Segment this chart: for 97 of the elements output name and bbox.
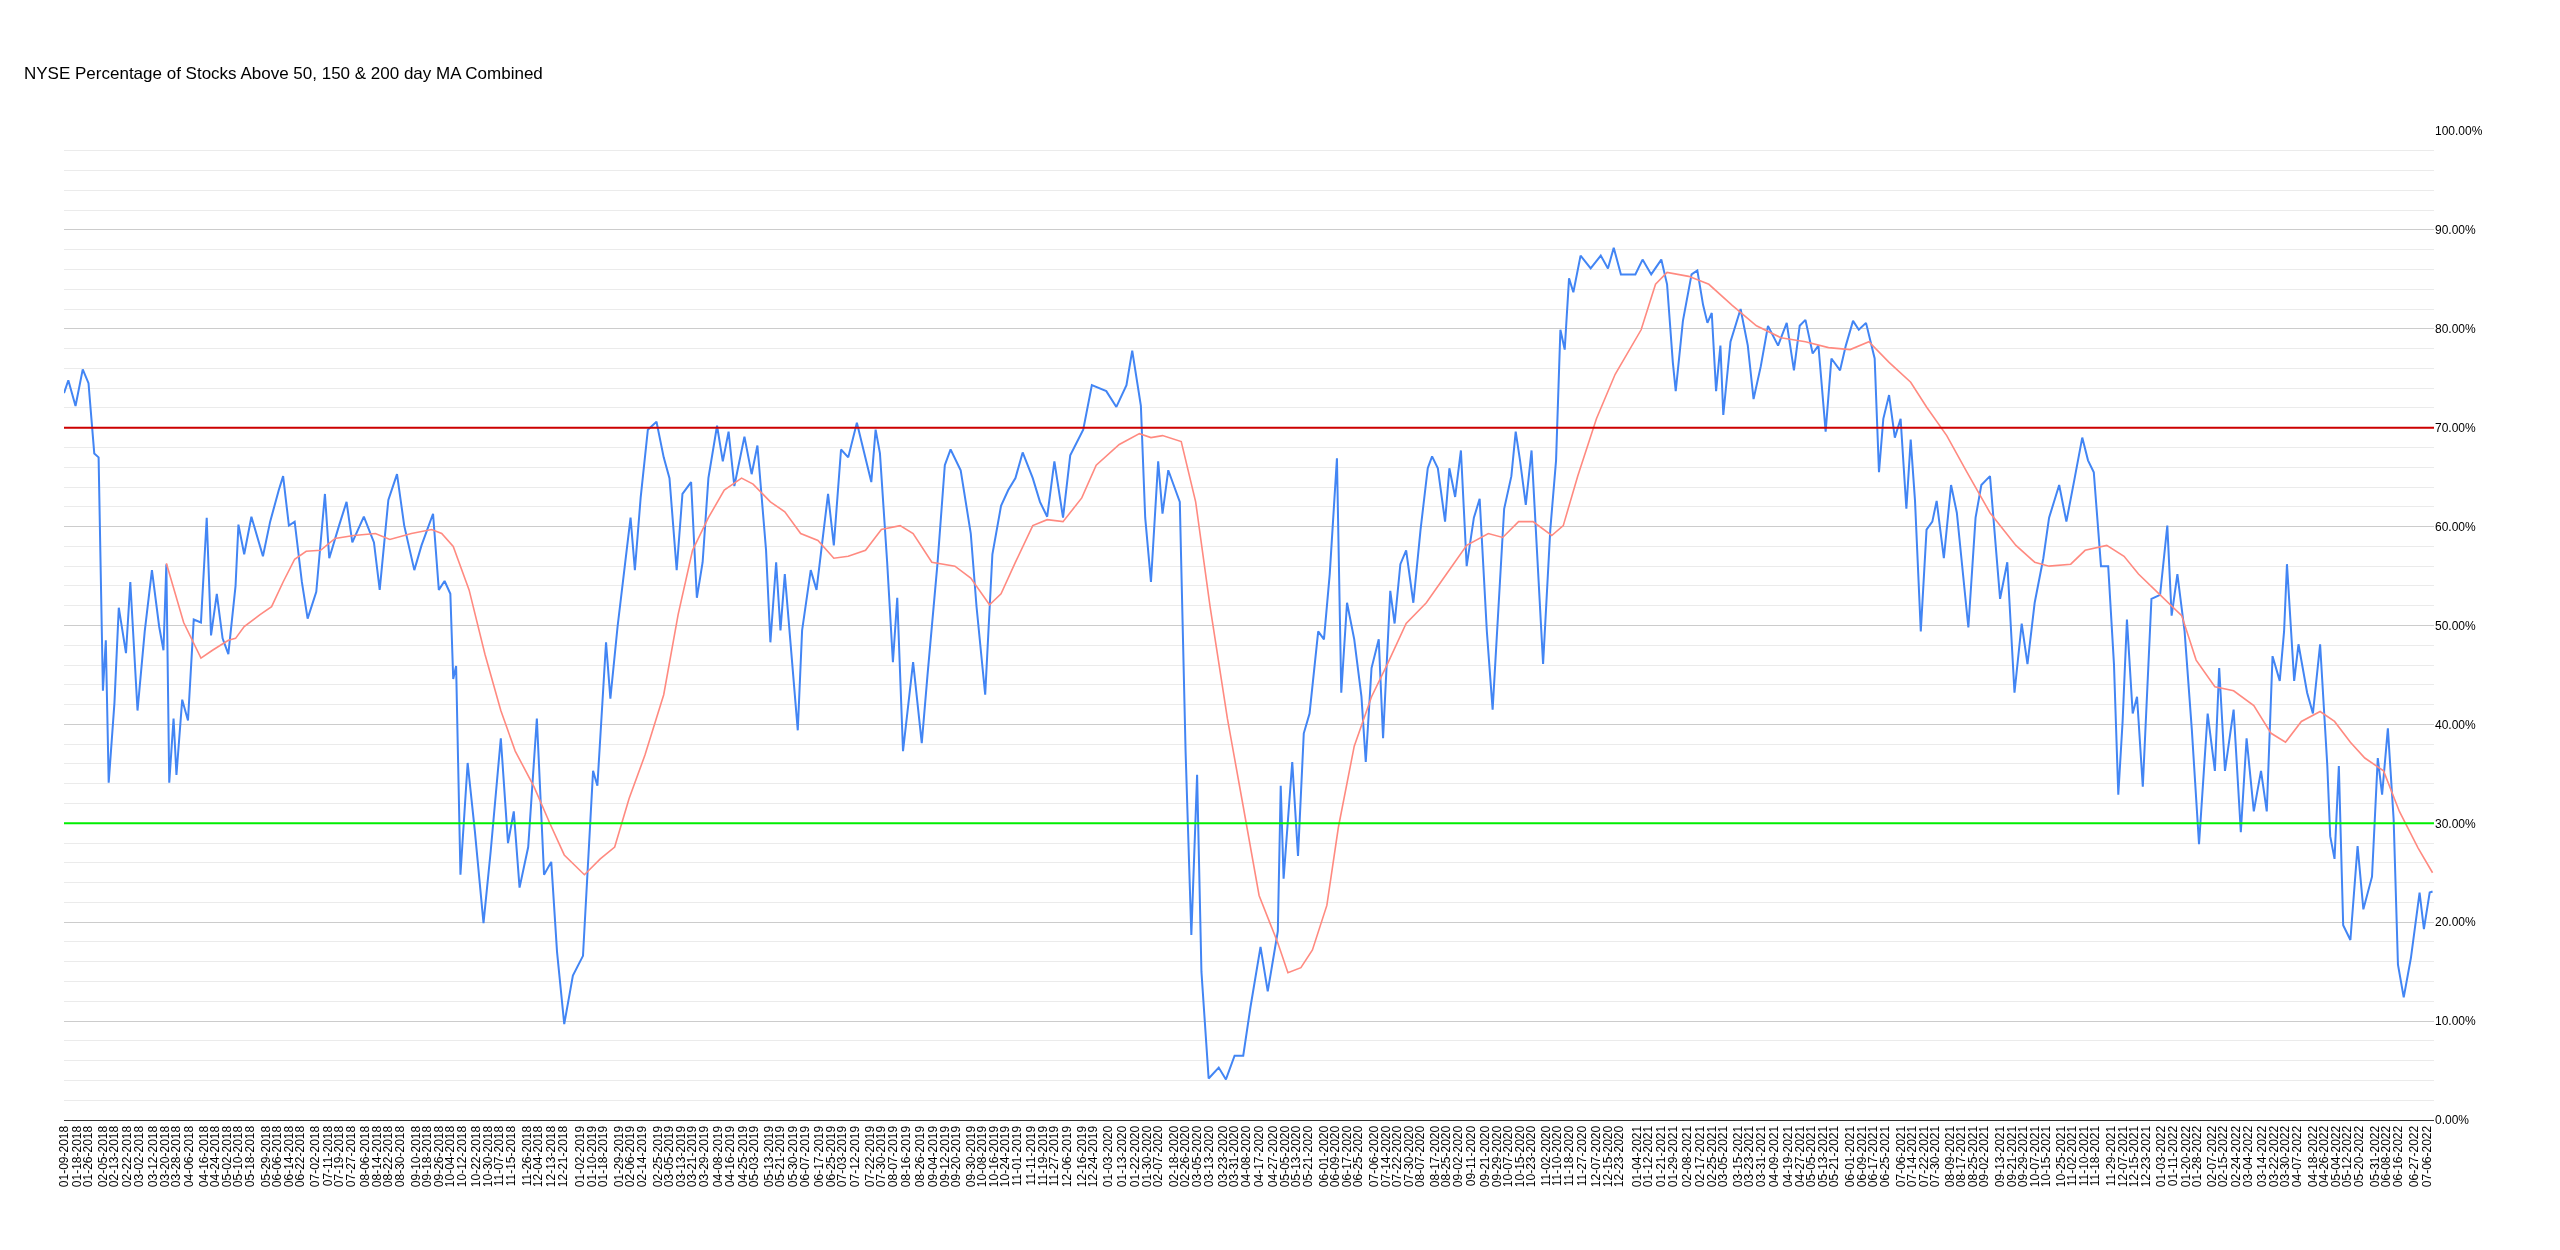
x-tick-label: 03-28-2018 [169,1125,184,1188]
x-tick-label: 07-02-2018 [307,1125,322,1188]
y-tick-label: 90.00% [2435,223,2477,238]
x-tick-label: 02-07-2020 [1151,1125,1166,1188]
x-tick-label: 04-17-2020 [1251,1125,1266,1188]
x-tick-label: 07-22-2019 [862,1125,877,1188]
x-tick-label: 01-12-2021 [1641,1125,1656,1188]
x-tick-label: 11-27-2020 [1574,1125,1589,1187]
x-tick-label: 01-28-2022 [2190,1125,2205,1188]
x-tick-label: 10-25-2021 [2053,1125,2068,1188]
x-tick-label: 12-24-2019 [1086,1125,1101,1188]
x-tick-label: 01-18-2018 [69,1125,84,1188]
y-tick-label: 70.00% [2435,420,2477,435]
x-tick-label: 07-03-2019 [835,1125,850,1188]
x-tick-label: 11-02-2020 [1538,1125,1553,1187]
x-tick-label: 08-16-2019 [898,1125,913,1188]
x-tick-label: 01-26-2018 [81,1125,96,1188]
x-tick-label: 02-07-2022 [2204,1125,2219,1188]
x-tick-label: 02-25-2019 [650,1125,665,1188]
x-tick-label: 02-05-2018 [95,1125,110,1188]
x-tick-label: 06-27-2022 [2406,1125,2421,1188]
x-tick-label: 05-21-2019 [773,1125,788,1188]
x-tick-label: 05-13-2019 [761,1125,776,1188]
y-tick-label: 60.00% [2435,519,2477,534]
x-tick-label: 07-06-2022 [2419,1125,2434,1188]
x-tick-label: 04-18-2022 [2305,1125,2320,1188]
x-tick-label: 12-23-2020 [1612,1125,1627,1188]
x-tick-label: 03-23-2020 [1215,1125,1230,1188]
x-tick-label: 01-09-2018 [56,1125,71,1188]
x-tick-label: 04-09-2021 [1766,1125,1781,1188]
x-tick-label: 04-16-2018 [196,1125,211,1188]
x-tick-label: 03-15-2021 [1730,1125,1745,1188]
x-tick-label: 08-07-2020 [1413,1125,1428,1188]
x-tick-label: 12-07-2021 [2115,1125,2130,1188]
x-tick-label: 05-13-2020 [1289,1125,1304,1188]
x-tick-label: 09-11-2020 [1463,1125,1478,1187]
x-tick-label: 03-05-2021 [1716,1125,1731,1188]
y-tick-label: 20.00% [2435,915,2477,930]
x-tick-label: 06-22-2018 [293,1125,308,1188]
x-tick-label: 05-03-2019 [747,1125,762,1188]
x-tick-label: 02-08-2021 [1680,1125,1695,1188]
x-tick-label: 11-18-2021 [2088,1125,2103,1187]
x-tick-label: 05-29-2018 [258,1125,273,1188]
x-tick-label: 01-20-2022 [2178,1125,2193,1188]
x-tick-label: 08-17-2020 [1427,1125,1442,1188]
x-tick-label: 12-04-2018 [531,1125,546,1188]
x-tick-label: 10-15-2021 [2039,1125,2054,1188]
x-tick-label: 06-01-2020 [1316,1125,1331,1188]
x-tick-label: 05-21-2021 [1827,1125,1842,1188]
x-tick-label: 02-18-2020 [1166,1125,1181,1188]
x-tick-label: 11-27-2019 [1047,1125,1062,1187]
x-tick-label: 01-29-2019 [611,1125,626,1188]
y-tick-label: 30.00% [2435,816,2477,831]
line-series [165,271,2434,974]
x-tick-label: 10-23-2020 [1524,1125,1539,1188]
x-tick-label: 08-26-2019 [913,1125,928,1188]
x-tick-label: 04-06-2018 [182,1125,197,1188]
x-tick-label: 11-26-2018 [519,1125,534,1187]
x-tick-label: 01-18-2019 [596,1125,611,1188]
x-tick-label: 11-29-2021 [2103,1125,2118,1187]
x-tick-label: 01-10-2019 [584,1125,599,1188]
x-tick-label: 07-30-2021 [1928,1125,1943,1188]
x-tick-label: 01-03-2020 [1100,1125,1115,1188]
x-tick-label: 12-06-2019 [1060,1125,1075,1188]
y-tick-label: 100.00% [2435,124,2483,139]
x-tick-label: 09-10-2018 [408,1125,423,1188]
x-tick-label: 05-31-2022 [2367,1125,2382,1188]
x-tick-label: 09-30-2019 [963,1125,978,1188]
x-tick-label: 04-25-2019 [735,1125,750,1188]
chart-title: NYSE Percentage of Stocks Above 50, 150 & 200 day MA Combined [24,63,543,83]
x-tick-label: 03-05-2020 [1190,1125,1204,1188]
x-tick-label: 12-16-2019 [1074,1125,1089,1188]
y-tick-label: 0.00% [2435,1113,2470,1128]
x-tick-label: 02-13-2018 [107,1125,122,1188]
x-tick-label: 06-25-2020 [1351,1125,1366,1188]
x-tick-label: 03-31-2020 [1227,1125,1242,1188]
x-tick-label: 02-26-2020 [1178,1125,1193,1188]
x-tick-label: 04-08-2020 [1239,1125,1254,1188]
x-tick-label: 09-20-2019 [949,1125,964,1188]
x-tick-label: 09-13-2021 [1992,1125,2007,1188]
x-tick-label: 05-21-2020 [1301,1125,1316,1188]
y-tick-label: 40.00% [2435,717,2477,732]
line-series [64,246,2434,1081]
x-tick-label: 01-13-2020 [1115,1125,1130,1188]
x-tick-label: 08-09-2021 [1942,1125,1957,1188]
x-tick-label: 01-04-2021 [1629,1125,1644,1188]
x-tick-label: 09-21-2021 [2004,1125,2019,1188]
y-tick-label: 80.00% [2435,322,2477,336]
y-tick-label: 10.00% [2435,1014,2477,1029]
x-tick-label: 03-13-2020 [1201,1125,1216,1188]
x-tick-label: 01-02-2019 [572,1125,587,1188]
y-tick-label: 50.00% [2435,618,2477,633]
x-tick-label: 07-12-2019 [848,1125,863,1188]
x-tick-label: 07-06-2021 [1893,1125,1908,1188]
x-tick-label: 02-15-2022 [2216,1125,2231,1188]
x-tick-label: 09-02-2021 [1977,1125,1992,1188]
x-tick-label: 07-11-2018 [320,1125,335,1187]
